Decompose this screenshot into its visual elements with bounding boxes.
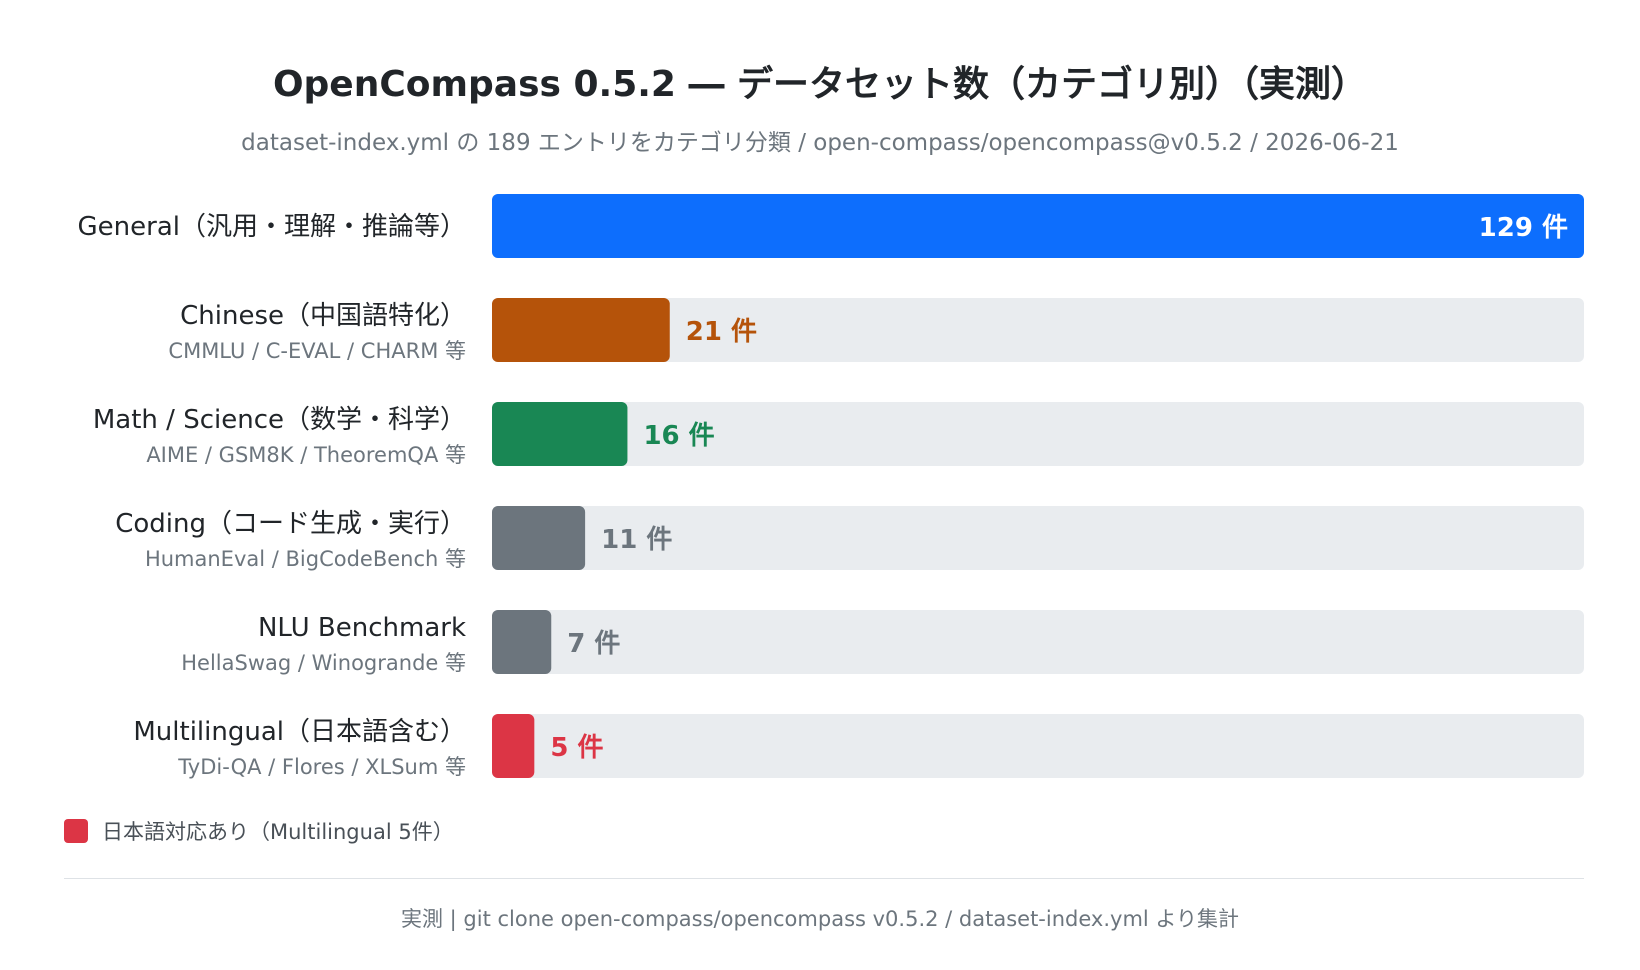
bar-track	[492, 402, 1584, 466]
bar-track	[492, 298, 1584, 362]
category-sublabel: CMMLU / C-EVAL / CHARM 等	[168, 339, 466, 363]
chart-title: OpenCompass 0.5.2 ― データセット数（カテゴリ別）（実測）	[272, 64, 1368, 105]
value-label: 16 件	[643, 421, 714, 451]
category-label: NLU Benchmark	[258, 613, 466, 643]
category-label: General（汎用・理解・推論等）	[78, 212, 466, 242]
legend-label: 日本語対応あり（Multilingual 5件）	[102, 820, 454, 844]
legend-swatch	[64, 819, 88, 843]
value-label: 5 件	[550, 733, 603, 763]
category-label: Coding（コード生成・実行）	[115, 509, 466, 539]
bar	[492, 714, 535, 778]
category-label: Math / Science（数学・科学）	[93, 405, 466, 435]
bar-track	[492, 714, 1584, 778]
bar	[492, 298, 670, 362]
bar-track	[492, 610, 1584, 674]
category-sublabel: TyDi-QA / Flores / XLSum 等	[177, 755, 466, 779]
bar	[492, 610, 552, 674]
category-label: Multilingual（日本語含む）	[133, 717, 466, 747]
value-label: 11 件	[601, 525, 672, 555]
value-label: 7 件	[567, 629, 620, 659]
bar-track	[492, 506, 1584, 570]
value-label: 21 件	[686, 317, 757, 347]
category-sublabel: HumanEval / BigCodeBench 等	[145, 547, 466, 571]
bar-chart: General（汎用・理解・推論等） 129 件 Chinese（中国語特化） CMM…	[78, 194, 1584, 779]
bar	[492, 506, 586, 570]
bar	[492, 194, 1584, 258]
footer-divider	[64, 878, 1584, 879]
footer-note: 実測 | git clone open-compass/opencompass …	[400, 907, 1239, 931]
category-sublabel: HellaSwag / Winogrande 等	[181, 651, 466, 675]
bar	[492, 402, 628, 466]
category-label: Chinese（中国語特化）	[180, 301, 466, 331]
category-sublabel: AIME / GSM8K / TheoremQA 等	[146, 443, 466, 467]
value-label: 129 件	[1479, 213, 1568, 243]
legend: 日本語対応あり（Multilingual 5件）	[64, 816, 454, 846]
chart-subtitle: dataset-index.yml の 189 エントリをカテゴリ分類 / op…	[241, 130, 1399, 156]
